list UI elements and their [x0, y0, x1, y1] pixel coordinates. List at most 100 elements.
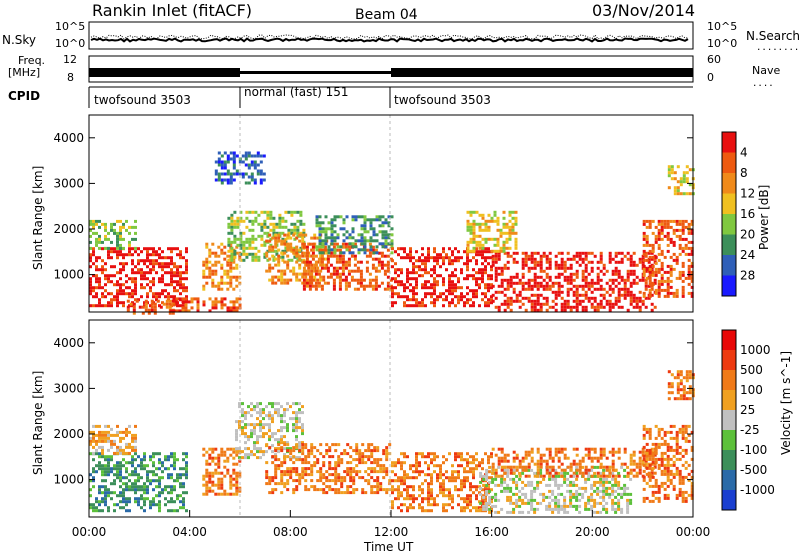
- echo-cell: [179, 467, 182, 471]
- echo-cell: [657, 246, 661, 250]
- echo-cell: [439, 488, 442, 492]
- echo-cell: [254, 258, 258, 262]
- echo-cell: [690, 264, 694, 268]
- echo-cell: [298, 458, 302, 462]
- echo-cell: [590, 495, 594, 499]
- echo-cell: [361, 461, 365, 465]
- echo-cell: [518, 504, 522, 508]
- echo-cell: [490, 268, 493, 272]
- echo-cell: [251, 246, 255, 250]
- echo-cell: [363, 230, 367, 234]
- echo-cell: [208, 251, 212, 255]
- echo-cell: [623, 489, 627, 493]
- echo-cell: [95, 439, 98, 443]
- echo-cell: [629, 290, 633, 294]
- echo-cell: [259, 423, 262, 427]
- echo-cell: [138, 305, 142, 309]
- echo-cell: [370, 461, 374, 465]
- echo-cell: [381, 224, 385, 228]
- echo-cell: [533, 474, 537, 478]
- echo-cell: [344, 287, 348, 291]
- echo-cell: [575, 447, 579, 451]
- echo-cell: [110, 491, 113, 495]
- echo-cell: [220, 450, 224, 454]
- echo-cell: [533, 278, 537, 282]
- echo-cell: [660, 436, 664, 440]
- echo-cell: [488, 501, 492, 505]
- echo-cell: [487, 247, 490, 251]
- echo-cell: [131, 268, 134, 272]
- echo-cell: [469, 467, 472, 471]
- echo-cell: [301, 476, 305, 480]
- echo-cell: [466, 243, 470, 247]
- echo-cell: [98, 304, 101, 308]
- echo-cell: [131, 253, 134, 257]
- echo-cell: [271, 254, 275, 258]
- echo-cell: [333, 218, 337, 222]
- echo-cell: [268, 423, 271, 427]
- echo-cell: [176, 473, 179, 477]
- echo-cell: [238, 489, 242, 493]
- echo-cell: [687, 258, 691, 262]
- echo-cell: [599, 474, 603, 478]
- echo-cell: [95, 500, 98, 504]
- echo-cell: [337, 455, 341, 459]
- echo-cell: [360, 215, 364, 219]
- echo-cell: [539, 305, 543, 309]
- echo-cell: [391, 470, 394, 474]
- echo-cell: [678, 222, 682, 226]
- echo-cell: [421, 482, 424, 486]
- echo-cell: [230, 240, 234, 244]
- echo-cell: [302, 242, 306, 246]
- echo-cell: [337, 443, 341, 447]
- echo-cell: [235, 462, 239, 466]
- echo-cell: [131, 280, 134, 284]
- echo-cell: [298, 441, 301, 445]
- echo-cell: [623, 483, 627, 487]
- echo-cell: [357, 251, 361, 255]
- echo-cell: [379, 485, 383, 489]
- echo-cell: [146, 497, 149, 501]
- echo-cell: [95, 240, 98, 244]
- echo-cell: [505, 231, 509, 235]
- echo-cell: [119, 271, 122, 275]
- echo-cell: [626, 498, 630, 502]
- echo-cell: [605, 492, 609, 496]
- echo-cell: [512, 290, 516, 294]
- echo-cell: [223, 450, 227, 454]
- freq-tick-top: 12: [63, 53, 77, 66]
- echo-cell: [599, 477, 603, 481]
- echo-cell: [286, 233, 290, 237]
- echo-cell: [487, 298, 490, 302]
- echo-cell: [394, 301, 397, 305]
- echo-cell: [530, 495, 534, 499]
- echo-cell: [642, 234, 646, 238]
- echo-cell: [182, 289, 185, 293]
- echo-cell: [251, 255, 255, 259]
- echo-cell: [669, 219, 673, 223]
- echo-cell: [132, 302, 136, 306]
- echo-cell: [611, 272, 615, 276]
- echo-cell: [391, 292, 394, 296]
- echo-cell: [575, 507, 579, 511]
- echo-cell: [629, 293, 633, 297]
- echo-cell: [457, 256, 460, 260]
- echo-cell: [268, 269, 272, 273]
- echo-cell: [286, 449, 290, 453]
- echo-cell: [226, 178, 230, 182]
- echo-cell: [365, 266, 369, 270]
- echo-cell: [488, 480, 492, 484]
- echo-cell: [475, 283, 478, 287]
- echo-cell: [448, 274, 451, 278]
- echo-cell: [669, 237, 673, 241]
- echo-cell: [250, 160, 254, 164]
- echo-cell: [383, 263, 387, 267]
- echo-cell: [572, 480, 576, 484]
- echo-cell: [505, 225, 509, 229]
- echo-cell: [342, 227, 346, 231]
- echo-cell: [113, 222, 116, 226]
- echo-cell: [433, 256, 436, 260]
- echo-cell: [262, 408, 265, 412]
- echo-cell: [590, 305, 594, 309]
- echo-cell: [356, 269, 360, 273]
